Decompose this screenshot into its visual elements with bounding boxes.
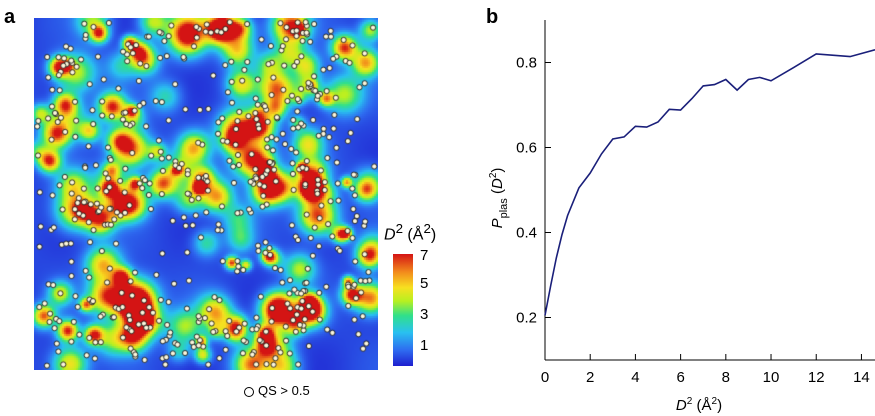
y-tick-label: 0.8 bbox=[516, 55, 537, 72]
x-tick-label: 12 bbox=[808, 369, 825, 386]
x-axis-label: D2 (Å2) bbox=[676, 396, 722, 414]
y-tick-label: 0.4 bbox=[516, 225, 537, 242]
x-tick-label: 4 bbox=[631, 369, 639, 386]
x-tick-label: 8 bbox=[722, 369, 730, 386]
series-line bbox=[544, 49, 875, 316]
y-tick-label: 0.6 bbox=[516, 140, 537, 157]
y-axis-label: Pplas (D2) bbox=[488, 168, 510, 229]
x-tick-label: 6 bbox=[676, 369, 684, 386]
qs-legend-label: QS > 0.5 bbox=[258, 383, 310, 398]
chart-ticks: 0 2 4 6 8 10 12 14 0.2 0.4 0.6 0.8 bbox=[516, 55, 870, 387]
qs-legend: QS > 0.5 bbox=[244, 383, 310, 398]
colorbar-label: D2 (Å2) bbox=[384, 221, 437, 244]
panel-a-label: a bbox=[4, 6, 16, 28]
circle-marker-icon bbox=[244, 386, 254, 397]
x-tick-label: 0 bbox=[541, 369, 549, 386]
x-tick-label: 2 bbox=[586, 369, 594, 386]
chart-axes bbox=[544, 20, 875, 361]
d2-heatmap bbox=[34, 18, 378, 370]
colorbar-tick: 3 bbox=[420, 306, 429, 323]
colorbar bbox=[393, 254, 413, 366]
x-tick-label: 14 bbox=[853, 369, 870, 386]
colorbar-tick: 5 bbox=[420, 275, 429, 292]
colorbar-tick: 7 bbox=[420, 247, 429, 264]
y-tick-label: 0.2 bbox=[516, 310, 537, 327]
pplas-line-chart: 0 2 4 6 8 10 12 14 0.2 0.4 0.6 0.8 D2 (Å2) Pplas (D… bbox=[488, 20, 875, 414]
x-tick-label: 10 bbox=[763, 369, 780, 386]
panel-b-label: b bbox=[486, 6, 499, 28]
colorbar-tick: 1 bbox=[420, 337, 429, 354]
